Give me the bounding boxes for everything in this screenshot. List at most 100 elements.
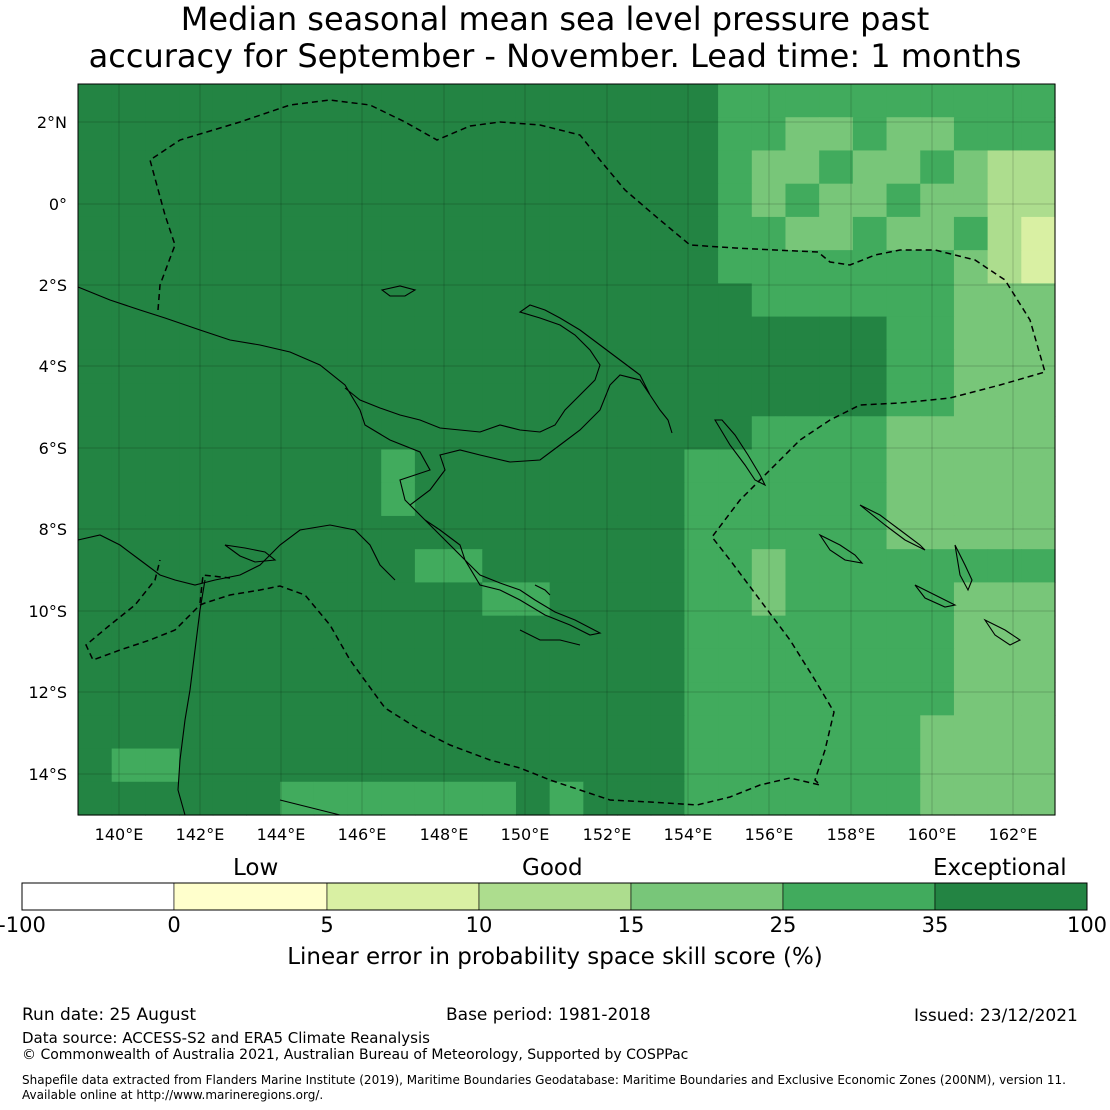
skill-cell	[617, 183, 652, 218]
latitude-label: 2°N	[37, 113, 67, 132]
skill-cell	[684, 150, 719, 185]
skill-cell	[684, 117, 719, 152]
skill-cell	[1021, 84, 1056, 118]
skill-cell	[179, 150, 214, 185]
skill-cell	[852, 582, 888, 617]
skill-cell	[482, 515, 517, 550]
skill-cell	[78, 449, 113, 484]
skill-cell	[852, 449, 888, 484]
skill-cell	[280, 615, 315, 650]
longitude-label: 154°E	[664, 825, 713, 844]
skill-cell	[650, 316, 686, 351]
skill-cell	[448, 549, 483, 584]
skill-cell	[718, 715, 753, 750]
colorbar-swatch	[934, 882, 1088, 911]
skill-cell	[920, 150, 955, 185]
skill-cell	[145, 682, 180, 716]
skill-cell	[212, 216, 248, 251]
skill-cell	[549, 781, 584, 816]
skill-cell	[650, 549, 686, 584]
colorbar-label: Linear error in probability space skill …	[287, 944, 823, 970]
skill-cell	[886, 582, 921, 617]
skill-cell	[381, 648, 416, 683]
skill-cell	[482, 316, 517, 351]
skill-cell	[785, 615, 820, 650]
skill-cell	[515, 781, 551, 816]
skill-cell	[953, 615, 989, 650]
colorbar-swatch	[21, 882, 175, 911]
skill-cell	[987, 84, 1022, 118]
skill-cell	[381, 449, 416, 484]
skill-cell	[886, 383, 921, 417]
skill-cell	[718, 250, 753, 284]
skill-cell	[785, 748, 820, 783]
skill-cell	[515, 250, 551, 284]
skill-cell	[482, 682, 517, 716]
skill-cell	[583, 482, 618, 517]
skill-cell	[347, 150, 382, 185]
skill-cell	[650, 648, 686, 683]
skill-cell	[684, 250, 719, 284]
skill-cell	[617, 748, 652, 783]
skill-cell	[718, 283, 753, 318]
skill-cell	[381, 383, 416, 417]
skill-cell	[145, 482, 180, 517]
skill-cell	[718, 84, 753, 118]
skill-cell	[718, 648, 753, 683]
skill-cell	[1021, 449, 1056, 484]
skill-cell	[448, 682, 483, 716]
skill-cell	[819, 316, 854, 351]
skill-cell	[246, 316, 281, 351]
skill-cell	[583, 549, 618, 584]
skill-cell	[347, 781, 382, 816]
skill-cell	[179, 84, 214, 118]
skill-cell	[414, 549, 450, 584]
skill-cell	[549, 216, 584, 251]
skill-cell	[751, 482, 787, 517]
skill-cell	[920, 715, 955, 750]
skill-cell	[819, 150, 854, 185]
skill-cell	[987, 549, 1022, 584]
skill-cell	[347, 715, 382, 750]
skill-cell	[920, 682, 955, 716]
skill-cell	[111, 416, 146, 451]
skill-cell	[381, 615, 416, 650]
skill-cell	[617, 84, 652, 118]
skill-cell	[785, 183, 820, 218]
skill-cell	[549, 682, 584, 716]
skill-cell	[212, 682, 248, 716]
skill-cell	[414, 416, 450, 451]
skill-cell	[751, 316, 787, 351]
skill-cell	[920, 781, 955, 816]
solomon-malaita	[954, 544, 973, 592]
skill-cell	[852, 316, 888, 351]
skill-cell	[78, 615, 113, 650]
skill-cell	[145, 216, 180, 251]
skill-cell	[684, 582, 719, 617]
skill-cell	[313, 648, 349, 683]
skill-cell	[718, 682, 753, 716]
skill-cell	[852, 416, 888, 451]
skill-cell	[448, 615, 483, 650]
skill-cell	[212, 482, 248, 517]
skill-cell	[751, 515, 787, 550]
skill-cell	[347, 682, 382, 716]
skill-cell	[78, 715, 113, 750]
skill-cell	[448, 250, 483, 284]
skill-cell	[953, 250, 989, 284]
skill-cell	[482, 416, 517, 451]
skill-cell	[751, 615, 787, 650]
skill-cell	[246, 648, 281, 683]
skill-cell	[482, 582, 517, 617]
skill-cell	[78, 582, 113, 617]
skill-cell	[280, 549, 315, 584]
skill-cell	[1021, 349, 1056, 384]
skill-cell	[381, 515, 416, 550]
skill-cell	[953, 283, 989, 318]
skill-cell	[313, 482, 349, 517]
skill-cell	[482, 183, 517, 218]
skill-cell	[852, 648, 888, 683]
skill-cell	[617, 283, 652, 318]
skill-cell	[414, 84, 450, 118]
skill-cell	[347, 748, 382, 783]
